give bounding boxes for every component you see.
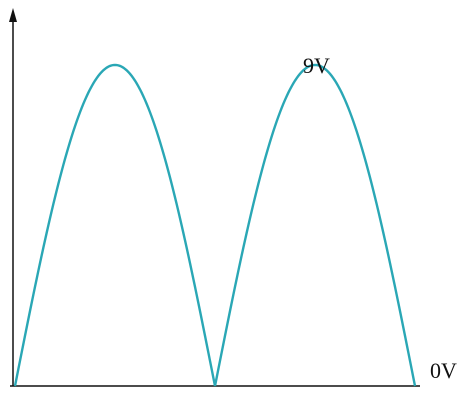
peak-label: 9V xyxy=(303,53,330,78)
wave-series xyxy=(13,63,417,387)
wave-hump-1 xyxy=(13,63,217,387)
y-axis-arrow xyxy=(9,8,17,22)
baseline-label: 0V xyxy=(430,358,457,383)
wave-hump-2 xyxy=(213,63,417,387)
